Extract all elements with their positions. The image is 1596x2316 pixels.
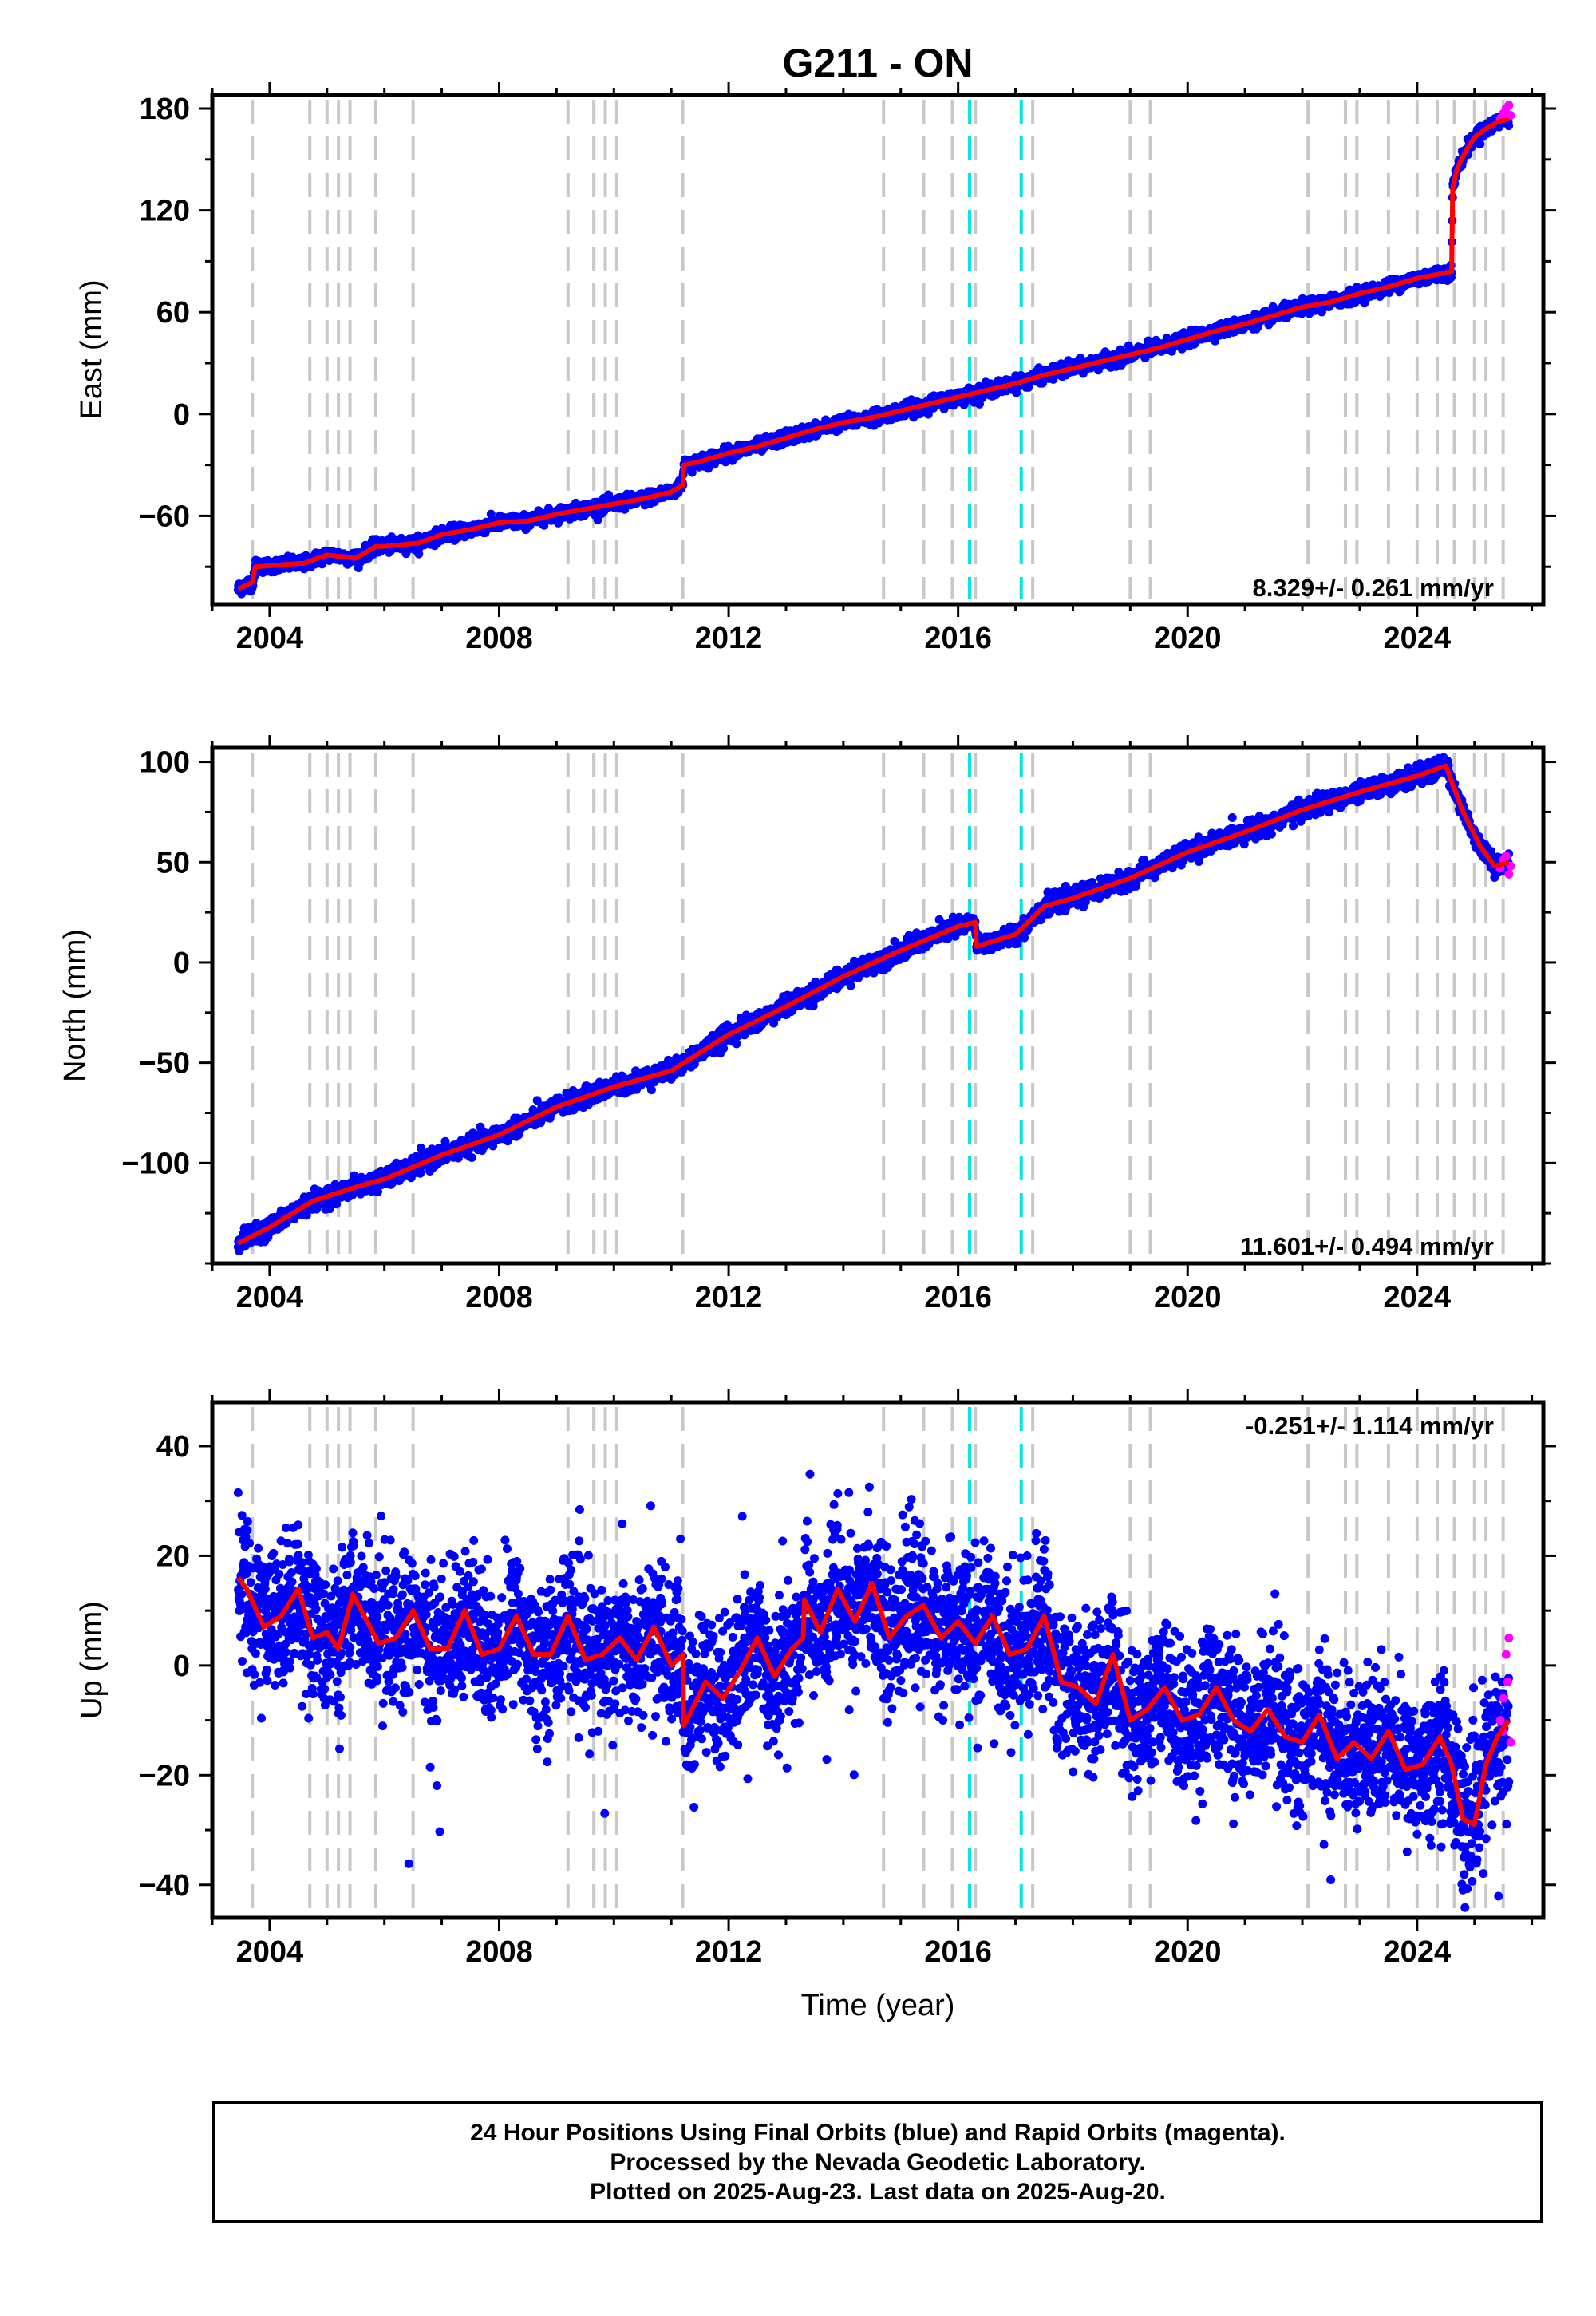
model-fit-line-north [237, 763, 1510, 1246]
y-tick-label-up--40: −40 [139, 1869, 190, 1903]
x-tick-label-east-2016: 2016 [924, 622, 992, 655]
plot-frame-east [210, 93, 1546, 607]
x-tick-label-north-2020: 2020 [1154, 1281, 1222, 1314]
x-tick-label-up-2016: 2016 [924, 1935, 992, 1969]
panel-east: East (mm) 8.329+/- 0.261 mm/yr 2004 2008 2… [75, 82, 1556, 655]
rapid-orbit-point-up-2 [1501, 1650, 1511, 1659]
x-tick-label-east-2004: 2004 [236, 622, 304, 655]
caption-line-dates: Plotted on 2025-Aug-23. Last data on 202… [590, 2178, 1166, 2205]
x-tick-label-up-2024: 2024 [1384, 1935, 1452, 1969]
y-tick-label-east-60: 60 [156, 296, 190, 330]
y-axis-label-east: East (mm) [75, 279, 109, 419]
plot-layer-north [233, 753, 1515, 1259]
x-tick-label-east-2008: 2008 [465, 622, 533, 655]
plot-frame-up [210, 1400, 1546, 1920]
y-tick-label-north--50: −50 [139, 1047, 190, 1081]
final-orbit-points-north [233, 753, 1514, 1255]
y-tick-label-east-120: 120 [140, 195, 190, 228]
x-tick-label-up-2008: 2008 [465, 1935, 533, 1969]
plot-layer-east [233, 100, 1515, 599]
y-tick-label-north-0: 0 [173, 947, 190, 980]
x-axis-label: Time (year) [801, 1989, 955, 2022]
rate-label-north: 11.601+/- 0.494 mm/yr [1240, 1232, 1494, 1260]
plot-frame-north [210, 745, 1546, 1266]
rapid-orbit-point-up-4 [1506, 1737, 1515, 1747]
x-tick-label-north-2024: 2024 [1384, 1281, 1452, 1314]
y-axis-label-up: Up (mm) [75, 1601, 109, 1719]
caption-box: 24 Hour Positions Using Final Orbits (bl… [212, 2101, 1543, 2223]
x-tick-label-up-2012: 2012 [695, 1935, 763, 1969]
final-orbit-points-up [233, 1469, 1514, 1912]
rapid-orbit-point-up-0 [1495, 1716, 1505, 1725]
caption-line-orbits: 24 Hour Positions Using Final Orbits (bl… [470, 2119, 1286, 2146]
x-tick-label-east-2024: 2024 [1384, 622, 1452, 655]
rapid-orbit-point-north-2 [1501, 852, 1511, 861]
y-tick-label-north--100: −100 [121, 1147, 190, 1180]
model-fit-line-up [236, 1576, 1511, 1828]
figure-title: G211 - ON [783, 41, 974, 85]
x-tick-label-up-2004: 2004 [236, 1935, 304, 1969]
y-tick-label-up-20: 20 [156, 1539, 190, 1573]
rapid-orbit-point-up-3 [1504, 1634, 1514, 1643]
y-tick-label-north-100: 100 [140, 746, 190, 780]
x-tick-label-east-2020: 2020 [1154, 622, 1222, 655]
panel-north: North (mm) 11.601+/- 0.494 mm/yr 2004 200… [58, 735, 1556, 1314]
rapid-orbit-point-up-6 [1503, 1677, 1512, 1686]
rapid-orbit-point-east-3 [1504, 101, 1514, 110]
y-tick-label-up-40: 40 [156, 1430, 190, 1464]
model-fit-line-east [237, 116, 1510, 591]
y-tick-label-east-180: 180 [140, 93, 190, 126]
x-tick-label-north-2016: 2016 [924, 1281, 992, 1314]
y-tick-label-east-0: 0 [173, 398, 190, 432]
x-tick-label-north-2008: 2008 [465, 1281, 533, 1314]
rapid-orbit-point-up-1 [1499, 1694, 1508, 1703]
rate-label-up: -0.251+/- 1.114 mm/yr [1246, 1412, 1494, 1440]
plot-layer-up [233, 1407, 1515, 1913]
panel-up: Up (mm) -0.251+/- 1.114 mm/yr Time (year… [75, 1389, 1556, 2022]
y-tick-label-east--60: −60 [139, 500, 190, 533]
final-orbit-points-east [233, 110, 1514, 599]
x-tick-label-up-2020: 2020 [1154, 1935, 1222, 1969]
x-tick-label-north-2012: 2012 [695, 1281, 763, 1314]
rapid-orbit-point-north-3 [1504, 869, 1514, 879]
y-tick-label-up-0: 0 [173, 1650, 190, 1683]
x-tick-label-north-2004: 2004 [236, 1281, 304, 1314]
rate-label-east: 8.329+/- 0.261 mm/yr [1253, 574, 1494, 602]
y-axis-label-north: North (mm) [58, 929, 92, 1082]
x-tick-label-east-2012: 2012 [695, 622, 763, 655]
y-tick-label-north-50: 50 [156, 846, 190, 879]
caption-line-processed: Processed by the Nevada Geodetic Laborat… [610, 2148, 1146, 2176]
y-tick-label-up--20: −20 [139, 1759, 190, 1792]
